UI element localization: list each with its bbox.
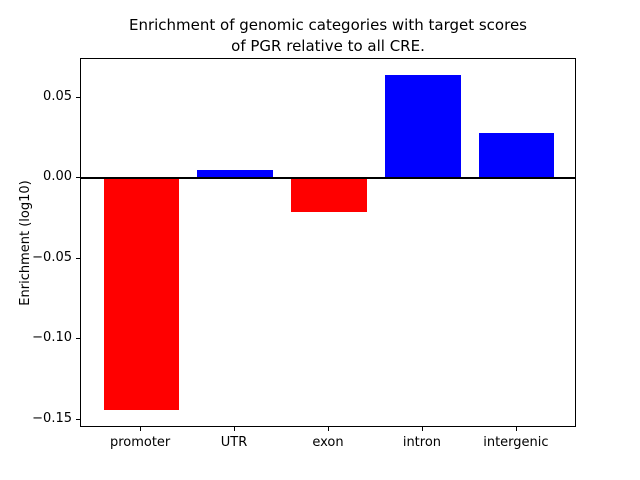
y-tick-mark bbox=[76, 96, 80, 98]
y-tick-mark bbox=[76, 338, 80, 340]
x-tick-mark bbox=[421, 427, 423, 431]
y-tick-mark bbox=[76, 257, 80, 259]
x-tick-label-intron: intron bbox=[402, 435, 442, 450]
y-tick-label: 0.05 bbox=[43, 88, 72, 104]
y-tick-label: −0.05 bbox=[32, 249, 72, 265]
y-tick-label: −0.15 bbox=[32, 410, 72, 426]
y-axis-label: Enrichment (log10) bbox=[18, 179, 33, 306]
x-tick-mark bbox=[140, 427, 142, 431]
x-tick-label-promoter: promoter bbox=[109, 435, 171, 450]
x-tick-mark bbox=[328, 427, 329, 431]
y-tick-label: 0.00 bbox=[43, 169, 72, 185]
x-tick-mark bbox=[515, 427, 517, 431]
x-tick-label-intergenic: intergenic bbox=[483, 435, 549, 450]
y-tick-label: −0.10 bbox=[32, 330, 72, 346]
x-tick-label-UTR: UTR bbox=[220, 435, 248, 450]
plot-area bbox=[80, 58, 576, 427]
bar-UTR bbox=[197, 170, 273, 179]
bar-intergenic bbox=[479, 133, 555, 179]
bar-promoter bbox=[103, 178, 179, 411]
bar-intron bbox=[385, 75, 461, 179]
zero-line bbox=[81, 177, 575, 180]
x-tick-label-exon: exon bbox=[312, 435, 344, 450]
y-tick-mark bbox=[76, 418, 80, 420]
y-tick-mark bbox=[76, 177, 80, 179]
chart-title: Enrichment of genomic categories with ta… bbox=[128, 16, 527, 55]
bar-exon bbox=[291, 178, 367, 213]
x-tick-mark bbox=[234, 427, 236, 431]
